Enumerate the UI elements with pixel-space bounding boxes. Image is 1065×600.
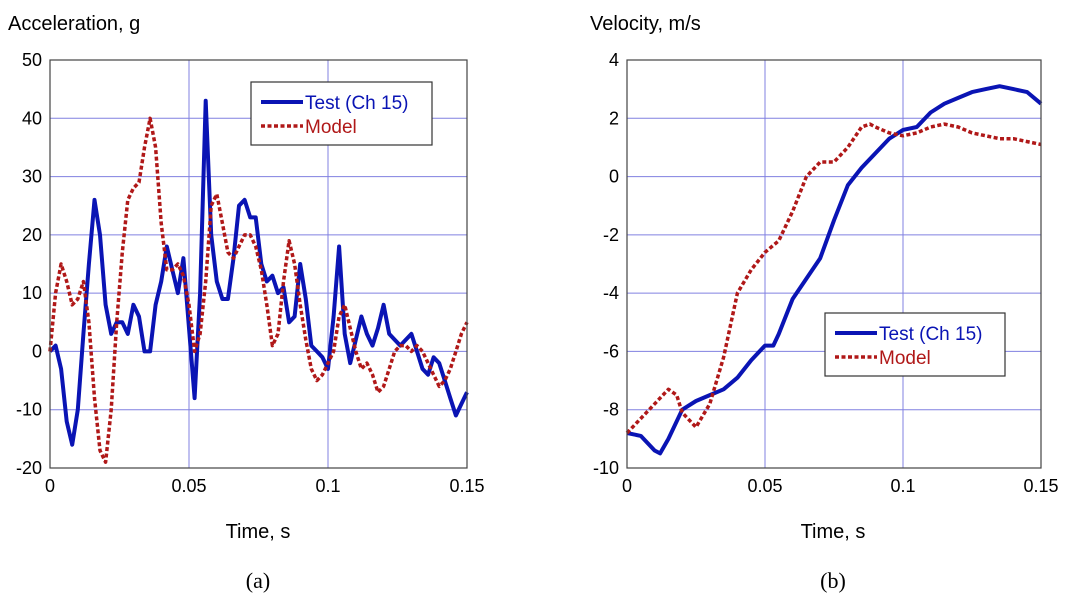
x-tick-label: 0.15 xyxy=(1023,476,1058,496)
panel-caption: (a) xyxy=(246,568,270,593)
legend-label: Test (Ch 15) xyxy=(879,324,982,345)
y-tick-label: 0 xyxy=(32,341,42,361)
x-tick-label: 0 xyxy=(45,476,55,496)
y-tick-label: -10 xyxy=(593,458,619,478)
chart-acceleration: Acceleration, g 0 0.05 0.1 0.15 -20 -10 0 10 20 3… xyxy=(8,13,485,593)
y-tick-label: -20 xyxy=(16,458,42,478)
x-tick-label: 0.1 xyxy=(315,476,340,496)
y-tick-label: 2 xyxy=(609,108,619,128)
panel-caption: (b) xyxy=(820,568,846,593)
plot-frame xyxy=(626,59,1042,469)
legend-label: Test (Ch 15) xyxy=(305,93,408,114)
y-tick-label: -10 xyxy=(16,400,42,420)
x-axis-label: Time, s xyxy=(226,521,291,543)
x-tick-label: 0.15 xyxy=(449,476,484,496)
chart-velocity: Velocity, m/s 0 0.05 0.1 0.15 -10 -8 -6 -4 -2 0 2 4… xyxy=(590,13,1059,593)
y-tick-label: 10 xyxy=(22,283,42,303)
x-tick-label: 0.05 xyxy=(171,476,206,496)
legend-label: Model xyxy=(879,348,931,369)
x-tick-label: 0 xyxy=(622,476,632,496)
legend-box xyxy=(824,312,1006,377)
legend-box xyxy=(250,81,433,146)
y-tick-label: -6 xyxy=(603,341,619,361)
y-tick-label: 50 xyxy=(22,50,42,70)
plot-area: 0 0.05 0.1 0.15 -20 -10 0 10 20 30 40 50 Test (Ch 15… xyxy=(16,50,485,496)
series-line xyxy=(48,98,469,447)
series-line xyxy=(626,84,1043,456)
y-tick-label: -2 xyxy=(603,225,619,245)
chart-title: Acceleration, g xyxy=(8,13,140,35)
series-line xyxy=(48,116,469,464)
y-tick-label: 4 xyxy=(609,50,619,70)
plot-frame xyxy=(49,59,468,469)
x-axis-label: Time, s xyxy=(801,521,866,543)
y-tick-label: 30 xyxy=(22,167,42,187)
y-tick-label: 0 xyxy=(609,167,619,187)
x-tick-label: 0.1 xyxy=(890,476,915,496)
legend: Test (Ch 15) Model xyxy=(250,81,433,146)
legend-label: Model xyxy=(305,117,357,138)
y-tick-label: 40 xyxy=(22,108,42,128)
x-tick-label: 0.05 xyxy=(747,476,782,496)
legend: Test (Ch 15) Model xyxy=(824,312,1006,377)
y-tick-label: 20 xyxy=(22,225,42,245)
plot-area: 0 0.05 0.1 0.15 -10 -8 -6 -4 -2 0 2 4 Test (Ch 15) Mo… xyxy=(593,50,1059,496)
y-tick-label: -8 xyxy=(603,400,619,420)
y-tick-label: -4 xyxy=(603,283,619,303)
chart-title: Velocity, m/s xyxy=(590,13,701,35)
